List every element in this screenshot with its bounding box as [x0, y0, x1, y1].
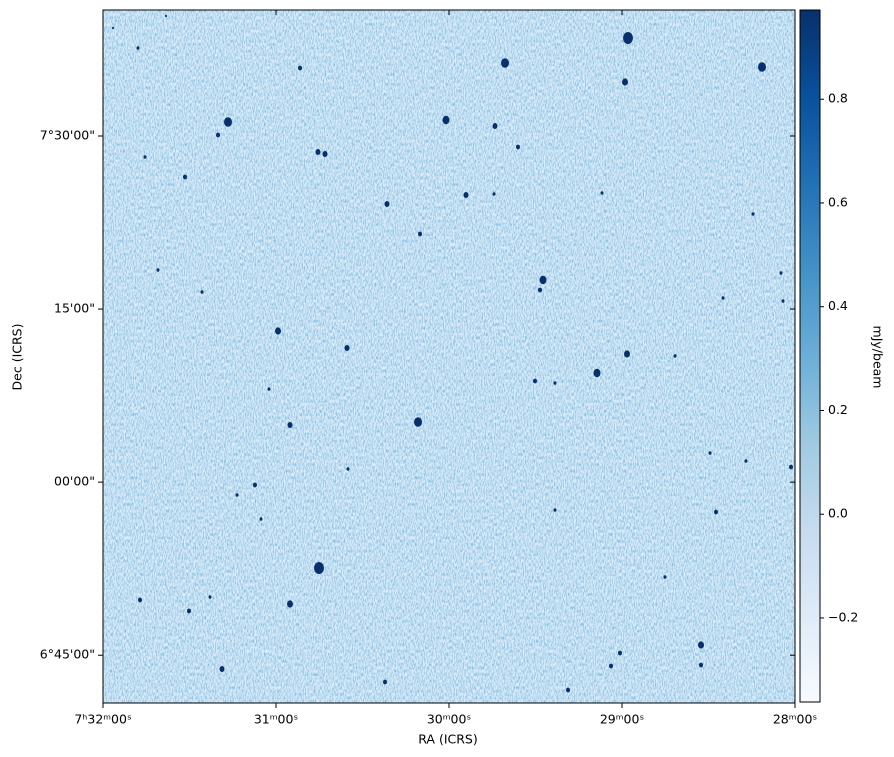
source — [156, 268, 160, 272]
source — [143, 155, 147, 159]
source — [789, 464, 793, 470]
colorbar — [799, 9, 821, 703]
source — [699, 662, 703, 668]
source — [384, 201, 390, 207]
source — [314, 562, 324, 574]
x-axis-label: RA (ICRS) — [418, 732, 478, 747]
source — [208, 595, 212, 599]
colorbar-tick-label: 0.2 — [828, 402, 848, 417]
source — [622, 78, 628, 86]
x-tick-label: 30ᵐ00ˢ — [427, 712, 471, 727]
source — [553, 508, 557, 512]
source — [183, 174, 187, 180]
source — [267, 387, 271, 391]
source — [708, 451, 712, 455]
source — [259, 517, 263, 521]
source — [566, 687, 570, 693]
source — [346, 467, 350, 471]
source — [224, 117, 232, 127]
source — [136, 46, 140, 50]
sources — [112, 14, 793, 693]
source — [298, 65, 302, 71]
source — [779, 271, 783, 275]
source — [418, 231, 422, 237]
x-tick-label: 28ᵐ00ˢ — [773, 712, 817, 727]
source — [315, 149, 321, 155]
sky-image — [103, 10, 795, 703]
colorbar-label: mJy/beam — [871, 326, 886, 389]
y-tick-label: 15'00" — [54, 301, 95, 316]
source — [623, 32, 633, 44]
source — [538, 287, 542, 293]
source — [287, 600, 293, 608]
source — [618, 650, 622, 656]
source — [751, 212, 755, 216]
source — [539, 275, 547, 285]
y-axis-label: Dec (ICRS) — [10, 324, 25, 391]
y-tick-label: 00'00" — [54, 474, 95, 489]
source — [593, 368, 601, 378]
source — [442, 115, 450, 125]
source — [138, 597, 142, 603]
source — [609, 663, 613, 669]
image-noise — [103, 10, 795, 703]
source — [744, 459, 748, 463]
source — [624, 350, 630, 358]
source — [253, 482, 257, 488]
source — [216, 132, 220, 138]
source — [781, 299, 785, 303]
source — [600, 191, 604, 195]
source — [187, 608, 191, 614]
y-tick-label: 7°30'00" — [40, 128, 95, 143]
source — [165, 14, 167, 18]
source — [287, 422, 293, 428]
colorbar-tick-label: 0.4 — [828, 298, 848, 313]
source — [414, 417, 422, 427]
x-tick-label: 29ᵐ00ˢ — [600, 712, 644, 727]
source — [501, 58, 509, 68]
source — [721, 296, 725, 300]
source — [344, 345, 350, 351]
x-tick-label: 7ʰ32ᵐ00ˢ — [74, 712, 131, 727]
source — [200, 290, 204, 294]
source — [112, 26, 114, 30]
source — [758, 62, 766, 72]
source — [553, 381, 557, 385]
source — [516, 144, 520, 150]
colorbar-tick-label: 0.8 — [828, 91, 848, 106]
source — [235, 493, 239, 497]
source — [673, 354, 677, 358]
source — [492, 192, 496, 196]
source — [698, 641, 704, 649]
source — [663, 575, 667, 579]
source — [492, 123, 498, 129]
source — [714, 509, 718, 515]
y-tick-label: 6°45'00" — [40, 647, 95, 662]
colorbar-tick-label: 0.0 — [828, 506, 848, 521]
source — [533, 378, 537, 384]
colorbar-tick-label: 0.6 — [828, 194, 848, 209]
x-tick-label: 31ᵐ00ˢ — [254, 712, 298, 727]
source — [275, 327, 281, 335]
source — [219, 666, 225, 672]
source — [463, 192, 469, 198]
source — [322, 151, 328, 157]
colorbar-tick-label: −0.2 — [828, 609, 858, 624]
source — [383, 679, 387, 685]
